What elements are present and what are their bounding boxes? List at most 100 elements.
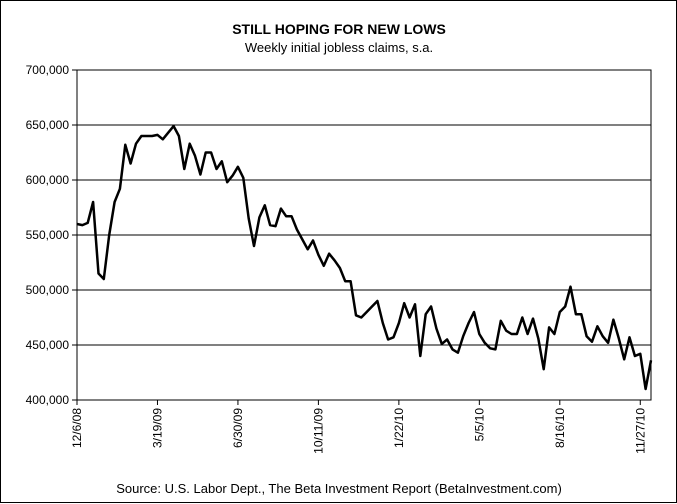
data-point bbox=[569, 286, 572, 288]
data-point bbox=[564, 305, 566, 308]
data-point bbox=[645, 388, 647, 390]
data-point bbox=[248, 217, 250, 220]
data-point bbox=[151, 135, 153, 137]
data-point bbox=[575, 313, 577, 315]
data-point bbox=[500, 320, 502, 322]
data-point bbox=[612, 319, 615, 321]
data-point bbox=[221, 160, 223, 162]
y-tick-label: 450,000 bbox=[26, 338, 70, 352]
data-point bbox=[478, 333, 480, 335]
data-point bbox=[119, 188, 121, 190]
y-tick-label: 600,000 bbox=[26, 173, 70, 187]
data-point bbox=[264, 204, 266, 206]
data-point bbox=[634, 355, 636, 357]
data-point bbox=[274, 225, 277, 227]
chart-subtitle: Weekly initial jobless claims, s.a. bbox=[245, 40, 433, 55]
data-point bbox=[108, 234, 110, 236]
data-point bbox=[446, 338, 448, 341]
data-point bbox=[618, 337, 620, 339]
y-axis: 400,000 450,000 500,000 550,000 600,000 650,0… bbox=[26, 63, 77, 407]
data-point bbox=[103, 278, 105, 280]
data-point bbox=[140, 135, 142, 137]
data-point bbox=[392, 336, 395, 338]
data-point bbox=[328, 253, 330, 255]
data-point bbox=[387, 338, 389, 341]
data-point bbox=[333, 259, 336, 261]
data-point bbox=[280, 208, 282, 210]
data-point bbox=[178, 135, 180, 137]
data-point bbox=[559, 311, 561, 313]
data-point bbox=[269, 224, 271, 226]
data-point bbox=[355, 314, 357, 316]
data-point bbox=[290, 215, 293, 217]
data-point bbox=[135, 143, 137, 145]
data-point bbox=[510, 333, 513, 335]
data-point bbox=[146, 135, 148, 137]
data-point bbox=[376, 300, 379, 302]
data-point bbox=[591, 341, 593, 343]
x-tick-label: 11/27/10 bbox=[633, 408, 647, 454]
data-point bbox=[87, 222, 89, 224]
data-point bbox=[527, 333, 529, 335]
series-layer bbox=[76, 124, 653, 391]
x-axis: 12/6/08 3/19/09 6/30/09 10/11/09 1/22/10 5/5/… bbox=[70, 400, 647, 454]
data-point bbox=[205, 151, 207, 154]
data-point bbox=[317, 254, 320, 256]
data-point bbox=[441, 343, 443, 345]
data-point bbox=[489, 347, 491, 349]
data-point bbox=[639, 353, 641, 355]
data-point bbox=[607, 342, 609, 344]
data-point bbox=[124, 144, 126, 146]
data-point bbox=[156, 134, 159, 136]
data-point bbox=[473, 311, 475, 313]
data-point bbox=[194, 155, 196, 157]
data-point bbox=[457, 352, 459, 354]
data-point bbox=[344, 280, 346, 282]
data-point bbox=[543, 368, 545, 370]
data-point bbox=[183, 168, 185, 170]
data-point bbox=[312, 239, 314, 242]
data-point bbox=[113, 201, 116, 203]
data-point bbox=[307, 248, 309, 250]
data-point bbox=[97, 272, 100, 275]
data-point bbox=[623, 358, 625, 360]
data-point bbox=[231, 175, 234, 177]
x-tick-label: 5/5/10 bbox=[472, 408, 486, 442]
y-tick-label: 500,000 bbox=[26, 283, 70, 297]
data-point bbox=[537, 337, 539, 339]
data-point bbox=[430, 305, 432, 308]
data-point bbox=[92, 201, 94, 203]
data-point bbox=[167, 132, 169, 134]
data-point bbox=[435, 327, 438, 330]
data-point bbox=[628, 336, 631, 338]
gridlines bbox=[77, 124, 651, 346]
y-tick-label: 400,000 bbox=[26, 393, 70, 407]
x-tick-label: 8/16/10 bbox=[553, 408, 567, 448]
data-point bbox=[199, 173, 201, 176]
data-point bbox=[414, 303, 416, 305]
data-point bbox=[253, 245, 255, 247]
data-point bbox=[189, 143, 191, 145]
data-point bbox=[398, 322, 400, 324]
data-point bbox=[360, 316, 362, 319]
data-point bbox=[451, 348, 454, 350]
data-point bbox=[553, 333, 556, 335]
data-point bbox=[468, 322, 470, 324]
data-point bbox=[408, 316, 411, 319]
data-point bbox=[366, 311, 368, 313]
data-point bbox=[419, 355, 421, 357]
data-point bbox=[162, 138, 164, 140]
data-point bbox=[462, 335, 464, 337]
data-point bbox=[285, 215, 287, 217]
data-point bbox=[349, 280, 352, 282]
data-point bbox=[210, 151, 212, 154]
data-point bbox=[130, 162, 132, 165]
data-point bbox=[580, 313, 582, 315]
data-point bbox=[548, 326, 550, 328]
data-point bbox=[339, 267, 341, 269]
y-tick-label: 700,000 bbox=[26, 63, 70, 77]
data-point bbox=[81, 224, 83, 226]
data-point bbox=[226, 181, 228, 183]
